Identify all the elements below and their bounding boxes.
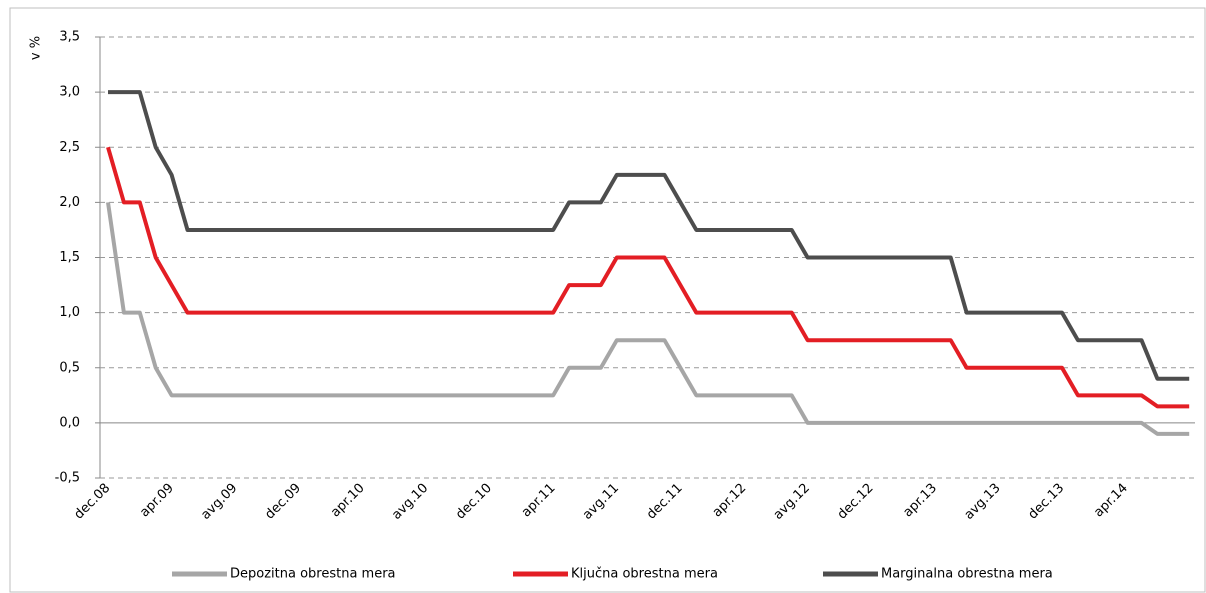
x-tick-label: dec.12 — [835, 481, 877, 523]
chart-border — [9, 7, 1206, 593]
x-tick-label: avg.10 — [389, 481, 431, 523]
x-tick-label: apr.13 — [900, 481, 940, 521]
y-tick-label: 2,5 — [59, 140, 80, 155]
x-tick-label: dec.13 — [1026, 481, 1068, 523]
x-tick-label: avg.11 — [580, 481, 622, 523]
series-line — [108, 90, 1190, 381]
x-tick-label: dec.09 — [262, 481, 304, 523]
x-tick-label: apr.14 — [1091, 481, 1131, 521]
x-tick-label: apr.11 — [519, 481, 559, 521]
legend-label: Ključna obrestna mera — [571, 567, 718, 582]
y-tick-label: 1,5 — [59, 250, 80, 265]
y-tick-label: -0,5 — [55, 471, 80, 486]
x-tick-label: avg.12 — [771, 481, 813, 523]
x-tick-label: dec.10 — [453, 481, 495, 523]
y-tick-label: 3,0 — [59, 85, 80, 100]
x-tick-label: avg.13 — [962, 481, 1004, 523]
y-axis-label: v % — [29, 36, 44, 60]
y-tick-label: 0,0 — [59, 415, 80, 430]
y-tick-label: 2,0 — [59, 195, 80, 210]
x-tick-label: dec.11 — [644, 481, 686, 523]
y-tick-label: 1,0 — [59, 305, 80, 320]
legend-label: Depozitna obrestna mera — [230, 567, 396, 582]
x-tick-label: apr.12 — [710, 481, 750, 521]
series-line — [106, 202, 1190, 436]
y-tick-label: 0,5 — [59, 360, 80, 375]
x-tick-label: apr.09 — [137, 481, 177, 521]
x-tick-label: avg.09 — [198, 481, 240, 523]
legend-label: Marginalna obrestna mera — [881, 567, 1053, 582]
series-line — [106, 146, 1190, 409]
x-tick-label: apr.10 — [328, 481, 368, 521]
x-tick-label: dec.08 — [72, 481, 114, 523]
y-tick-label: 3,5 — [59, 30, 80, 45]
